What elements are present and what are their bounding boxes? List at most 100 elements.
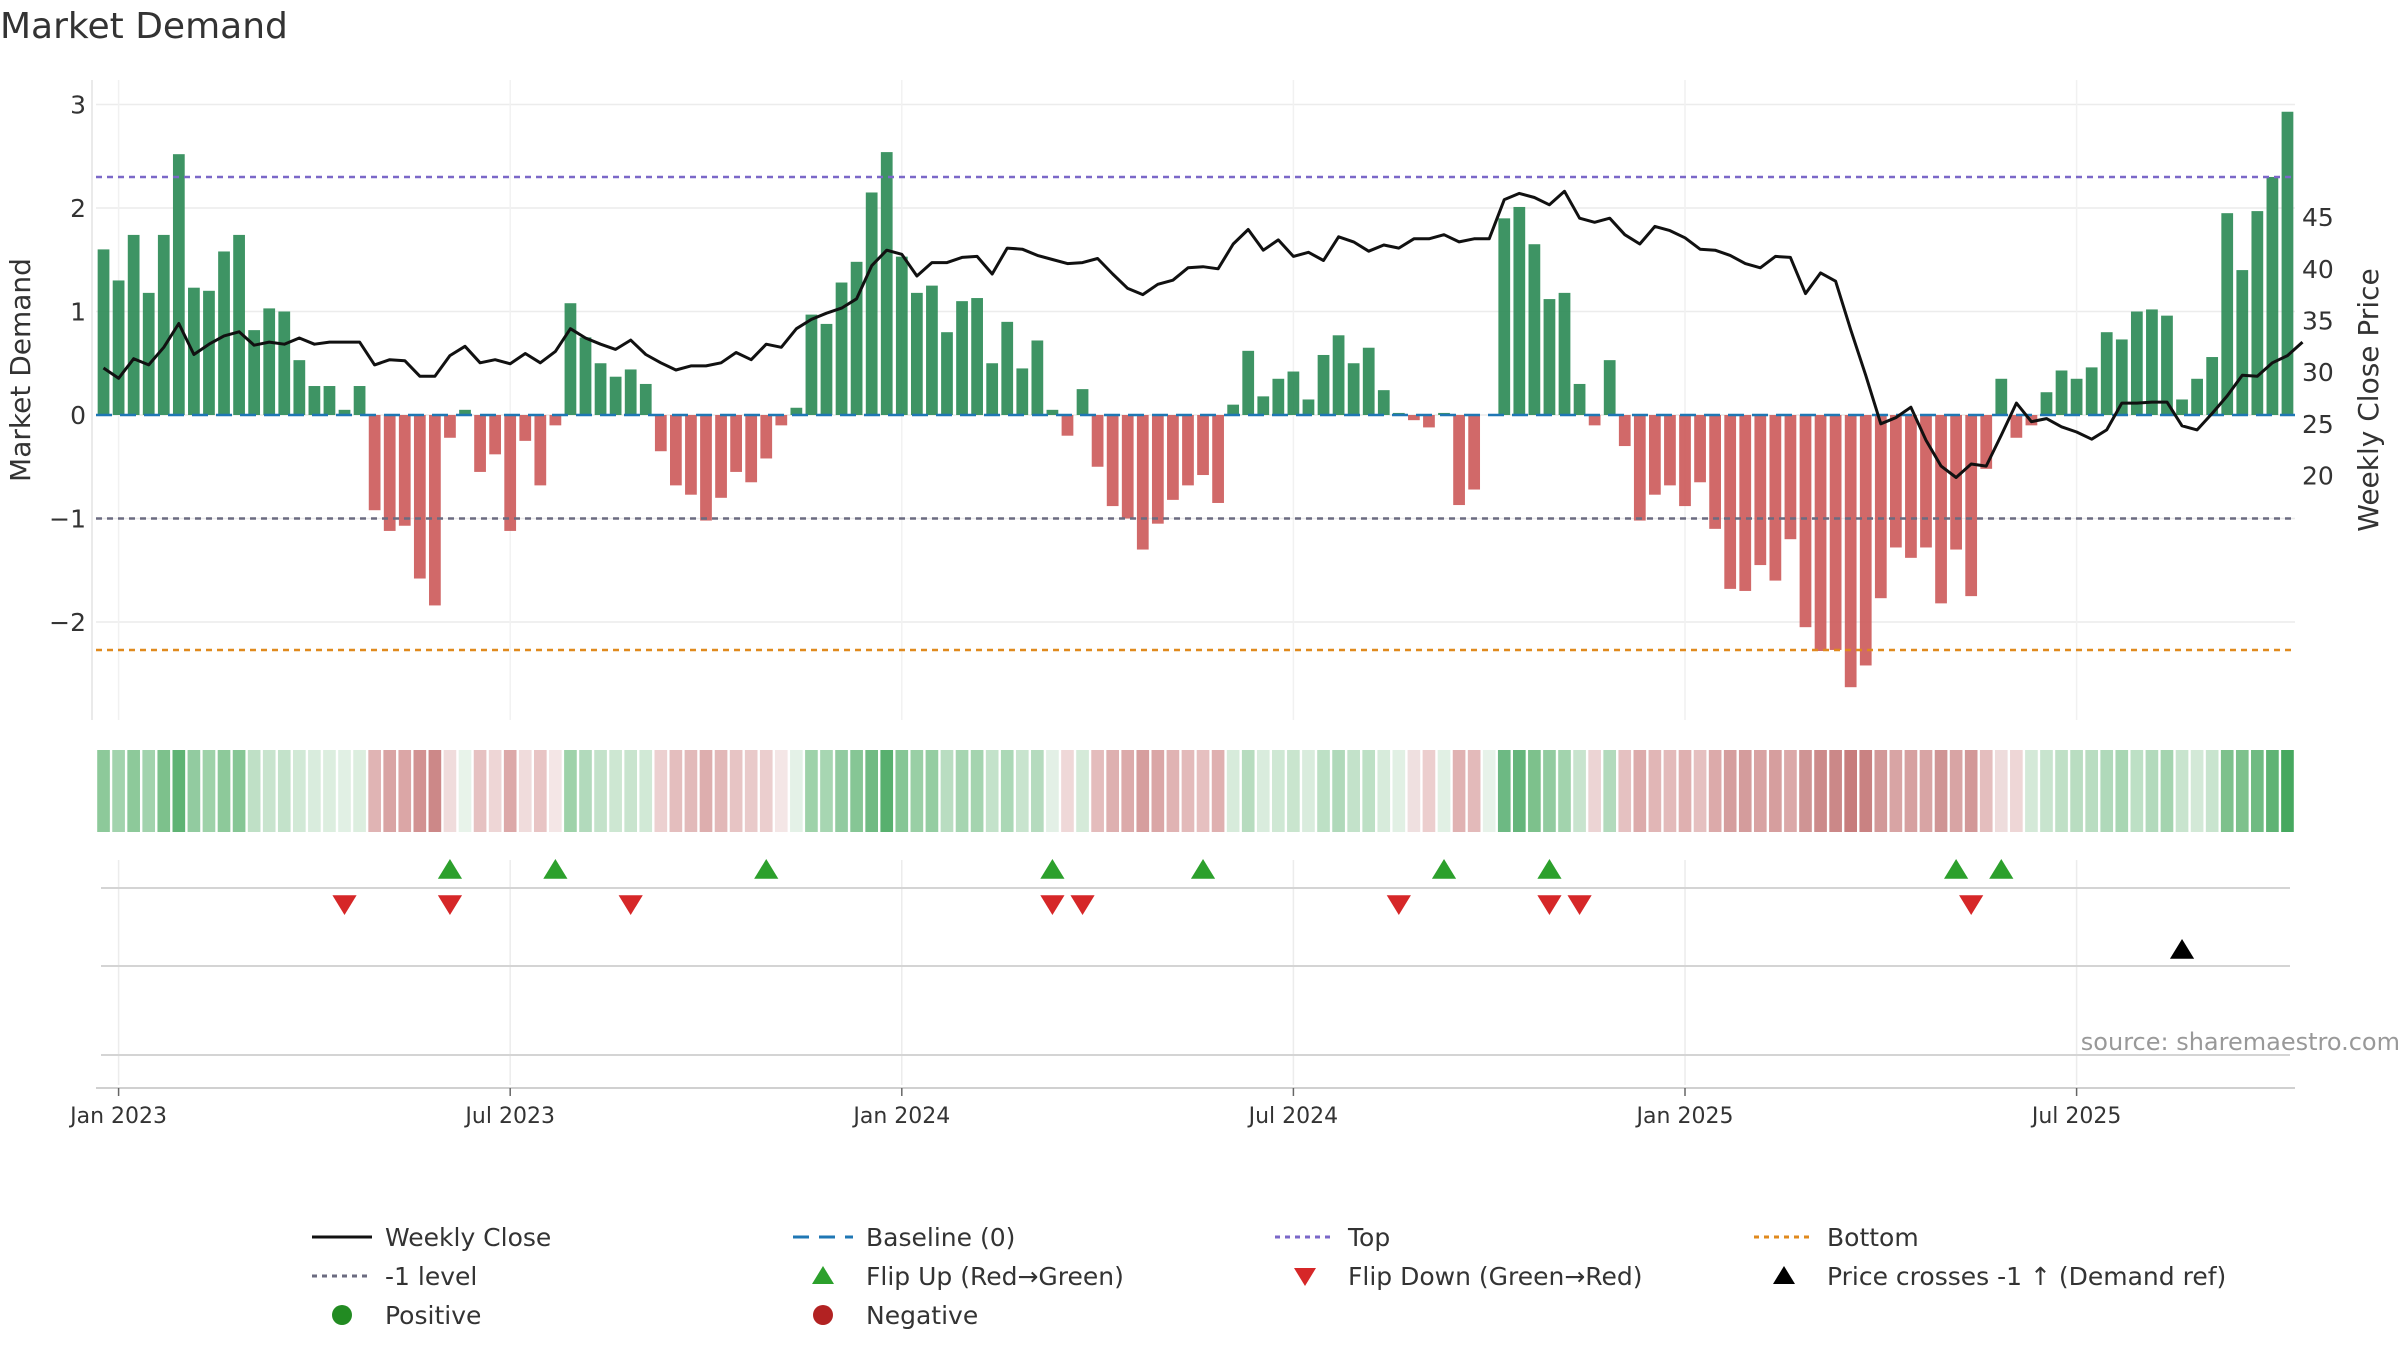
legend-handle — [332, 1305, 352, 1325]
heat-cell — [2070, 750, 2083, 832]
heat-cell — [1512, 750, 1526, 832]
demand-bar — [1754, 415, 1767, 566]
heat-cell — [1558, 750, 1571, 832]
heat-cell — [338, 750, 351, 832]
demand-bar — [1935, 415, 1947, 604]
demand-bar — [1649, 415, 1661, 495]
heat-cell — [1392, 750, 1406, 832]
demand-bar — [609, 376, 622, 415]
heat-cell — [1317, 750, 1330, 832]
demand-bar — [1031, 340, 1044, 415]
y-tick-label: −2 — [49, 608, 86, 637]
demand-bar — [489, 415, 502, 455]
heat-cell — [473, 750, 487, 832]
heat-cell — [790, 750, 803, 832]
legend: Weekly Close Baseline (0) Top Bottom -1 leve… — [312, 1223, 2226, 1330]
heat-cell — [1000, 750, 1014, 832]
heat-cell — [850, 750, 863, 832]
heat-cell — [2266, 750, 2279, 832]
demand-bar — [820, 323, 833, 415]
heat-cell — [247, 750, 261, 832]
demand-bar — [685, 415, 697, 495]
heat-cell — [1543, 750, 1556, 832]
legend-label: Price crosses -1 ↑ (Demand ref) — [1827, 1262, 2226, 1291]
demand-bar — [218, 251, 230, 415]
demand-bar — [1995, 378, 2008, 415]
demand-bar — [1558, 292, 1571, 415]
demand-bar — [850, 261, 863, 415]
heat-cell — [1648, 750, 1662, 832]
demand-bar — [248, 330, 261, 415]
flip-up-marker — [437, 859, 463, 879]
demand-bar — [2040, 392, 2053, 415]
heat-cell — [1723, 750, 1737, 832]
demand-bar — [2191, 378, 2203, 415]
heat-cell — [1693, 750, 1707, 832]
x-tick-label: Jan 2024 — [851, 1104, 950, 1129]
flip-down-marker — [1567, 895, 1592, 915]
demand-bar — [2100, 332, 2113, 415]
heat-cell — [2085, 750, 2098, 832]
heat-cell — [2220, 750, 2234, 832]
heat-cell — [2040, 750, 2053, 832]
heat-cell — [202, 750, 216, 832]
legend-label: Flip Down (Green→Red) — [1348, 1262, 1643, 1291]
flip-up-marker — [1190, 859, 1216, 879]
demand-bar — [1347, 363, 1360, 415]
heat-cell — [1934, 750, 1948, 832]
heat-cell — [1573, 750, 1586, 832]
heat-cell — [1015, 750, 1029, 832]
heat-cell — [759, 750, 773, 832]
heat-cell — [774, 750, 788, 832]
demand-bar — [1859, 415, 1872, 666]
demand-bar — [142, 292, 155, 415]
y2-tick-label: 20 — [2302, 461, 2334, 490]
heat-cell — [232, 750, 246, 832]
heat-cell — [398, 750, 412, 832]
heat-cell — [865, 750, 879, 832]
heat-cell — [1407, 750, 1421, 832]
demand-bar — [1679, 415, 1691, 507]
heat-cell — [985, 750, 999, 832]
heat-cell — [308, 750, 321, 832]
heat-cell — [413, 750, 427, 832]
demand-bar — [2266, 176, 2279, 415]
demand-bar — [233, 234, 245, 415]
demand-bar — [1814, 415, 1827, 651]
demand-bar — [1468, 415, 1481, 490]
event-markers — [96, 859, 2295, 1089]
flip-down-marker — [1537, 895, 1562, 915]
heat-cell — [820, 750, 833, 832]
demand-bar — [2281, 111, 2294, 416]
heat-cell — [1031, 750, 1044, 832]
demand-bar — [338, 409, 351, 415]
flip-up-marker — [1989, 859, 2014, 879]
heat-cell — [2281, 750, 2294, 832]
heat-cell — [488, 750, 502, 832]
demand-bar — [760, 415, 773, 459]
demand-bar — [172, 154, 185, 415]
heat-cell — [1272, 750, 1285, 832]
demand-bar — [2146, 309, 2158, 415]
demand-bar — [1950, 415, 1962, 550]
heat-cell — [2115, 750, 2129, 832]
demand-bar — [1242, 350, 1255, 415]
heat-cell — [1422, 750, 1436, 832]
heat-cell — [2205, 750, 2219, 832]
heat-cell — [1678, 750, 1692, 832]
heat-cell — [1211, 750, 1225, 832]
demand-bar — [1889, 415, 1902, 548]
demand-bar — [594, 363, 607, 415]
heat-cell — [2235, 750, 2249, 832]
demand-bar — [715, 415, 727, 498]
y-ticks: 3 2 1 0 −1 −2 45 40 35 30 25 20 — [49, 91, 2334, 638]
y2-tick-label: 45 — [2302, 203, 2334, 232]
heat-cell — [127, 750, 140, 832]
heat-cell — [1347, 750, 1360, 832]
demand-bar — [730, 415, 742, 472]
demand-bar — [2251, 211, 2264, 415]
heat-cell — [1332, 750, 1345, 832]
demand-bars — [97, 111, 2294, 688]
heat-cell — [187, 750, 201, 832]
y-tick-label: 0 — [70, 401, 86, 430]
